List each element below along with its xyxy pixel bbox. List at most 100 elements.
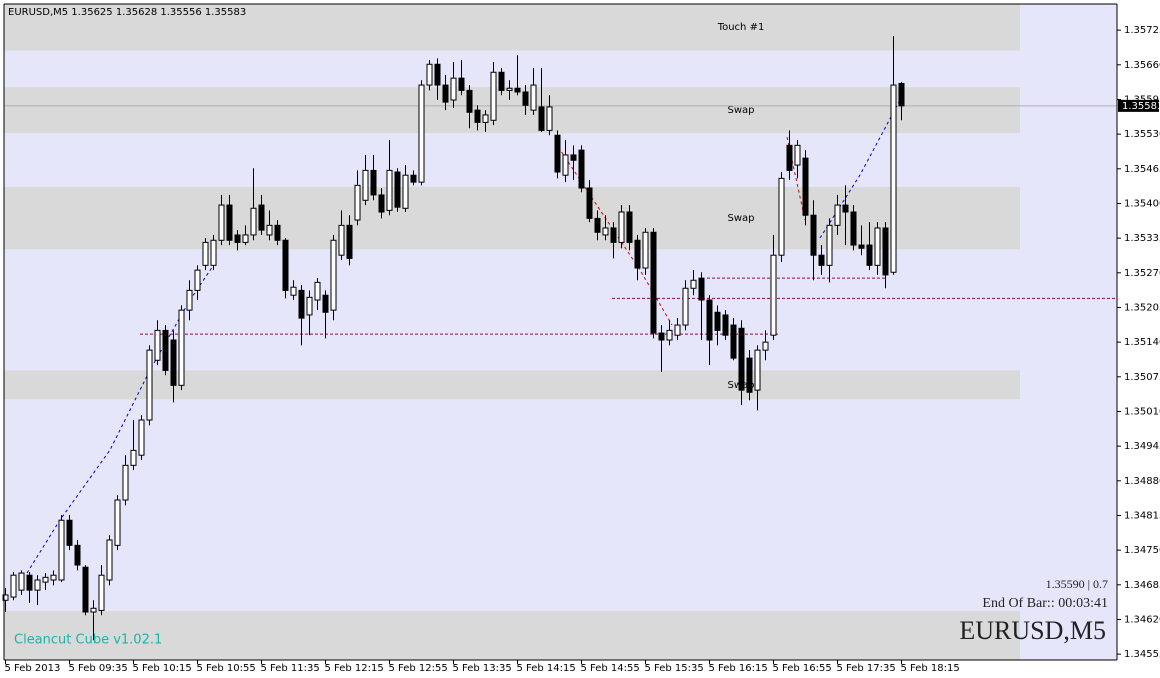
candle-body	[410, 174, 417, 183]
candle-body	[858, 244, 865, 249]
candle-body	[282, 239, 289, 291]
candle-body	[738, 327, 745, 391]
candle-body	[298, 289, 305, 319]
x-tick-label: 5 Feb 12:15	[325, 663, 384, 674]
y-tick-label: 1.35725	[1124, 25, 1160, 36]
x-tick-label: 5 Feb 12:55	[389, 663, 448, 674]
candle-body	[586, 187, 593, 219]
candle-body	[642, 231, 649, 269]
candle-body	[146, 349, 153, 421]
candle-body	[866, 244, 873, 266]
candle-body	[378, 194, 385, 213]
trend-line	[819, 99, 901, 239]
candle-body	[138, 419, 145, 456]
y-tick-label: 1.35075	[1124, 372, 1160, 383]
x-tick-label: 5 Feb 13:35	[453, 663, 512, 674]
candle-body	[850, 211, 857, 246]
candle-body	[722, 314, 729, 336]
zone-label: Swap	[727, 105, 754, 116]
x-tick-label: 5 Feb 10:15	[133, 663, 192, 674]
x-tick-label: 5 Feb 15:35	[645, 663, 704, 674]
candle-body	[626, 211, 633, 243]
candle-body	[546, 106, 553, 131]
candle-body	[234, 234, 241, 243]
candle-body	[290, 286, 297, 296]
candle-body	[730, 324, 737, 359]
candle-body	[658, 332, 665, 341]
zone	[4, 87, 1020, 134]
candle-body	[322, 294, 329, 313]
symbol-label: EURUSD,M5	[959, 616, 1106, 645]
candle-body	[594, 217, 601, 233]
candle-body	[610, 227, 617, 243]
y-tick-label: 1.34945	[1124, 441, 1160, 452]
candle-body	[338, 224, 345, 256]
candle-body	[186, 289, 193, 311]
candle-body	[90, 607, 97, 613]
candle-body	[890, 84, 897, 273]
y-tick-label: 1.35530	[1124, 129, 1160, 140]
candle-body	[522, 91, 529, 106]
candle-body	[154, 329, 161, 361]
candle-body	[74, 544, 81, 566]
candle-body	[266, 224, 273, 236]
candle-body	[306, 296, 313, 316]
candle-body	[682, 287, 689, 326]
y-tick-label: 1.35335	[1124, 233, 1160, 244]
candle-body	[834, 204, 841, 226]
candle-body	[650, 231, 657, 334]
candle-body	[114, 499, 121, 546]
candle-body	[426, 63, 433, 86]
y-tick-label: 1.34620	[1124, 614, 1160, 625]
candle-body	[490, 71, 497, 121]
candle-body	[42, 576, 49, 583]
y-tick-label: 1.35205	[1124, 302, 1160, 313]
candle-body	[370, 169, 377, 196]
y-tick-label: 1.35010	[1124, 406, 1160, 417]
candle-body	[666, 329, 673, 341]
x-tick-label: 5 Feb 16:55	[773, 663, 832, 674]
x-tick-label: 5 Feb 14:55	[581, 663, 640, 674]
candle-body	[698, 277, 705, 301]
candle-body	[570, 154, 577, 161]
candle-body	[402, 174, 409, 209]
candle-body	[314, 281, 321, 301]
candle-body	[170, 339, 177, 386]
candle-body	[466, 89, 473, 113]
candle-body	[690, 279, 697, 289]
candle-body	[202, 241, 209, 266]
candle-body	[826, 224, 833, 266]
end-of-bar: End Of Bar:: 00:03:41	[982, 596, 1108, 611]
candle-body	[210, 239, 217, 266]
candle-body	[18, 572, 25, 591]
candle-body	[530, 84, 537, 111]
candle-body	[514, 87, 521, 93]
candle-body	[66, 519, 73, 546]
candle-body	[506, 87, 513, 91]
zone	[4, 186, 1020, 250]
candle-body	[778, 177, 785, 256]
candle-body	[458, 77, 465, 91]
zone	[4, 370, 1020, 400]
candle-body	[794, 144, 801, 166]
candle-body	[898, 82, 905, 107]
candle-body	[842, 204, 849, 213]
candle-body	[434, 63, 441, 86]
current-price-box	[1118, 99, 1159, 112]
candle-body	[394, 171, 401, 208]
candle-body	[34, 579, 41, 591]
candle-body	[714, 311, 721, 331]
candle-body	[218, 204, 225, 241]
candle-body	[810, 214, 817, 256]
current-price-label: 1.35583	[1122, 101, 1160, 112]
candle-body	[2, 594, 9, 601]
zone-label: Swap	[727, 213, 754, 224]
candle-body	[250, 207, 257, 236]
x-tick-label: 5 Feb 10:55	[197, 663, 256, 674]
chart-header: EURUSD,M5 1.35625 1.35628 1.35556 1.3558…	[8, 7, 246, 18]
candle-body	[346, 224, 353, 259]
candle-body	[58, 519, 65, 581]
candle-body	[562, 154, 569, 176]
